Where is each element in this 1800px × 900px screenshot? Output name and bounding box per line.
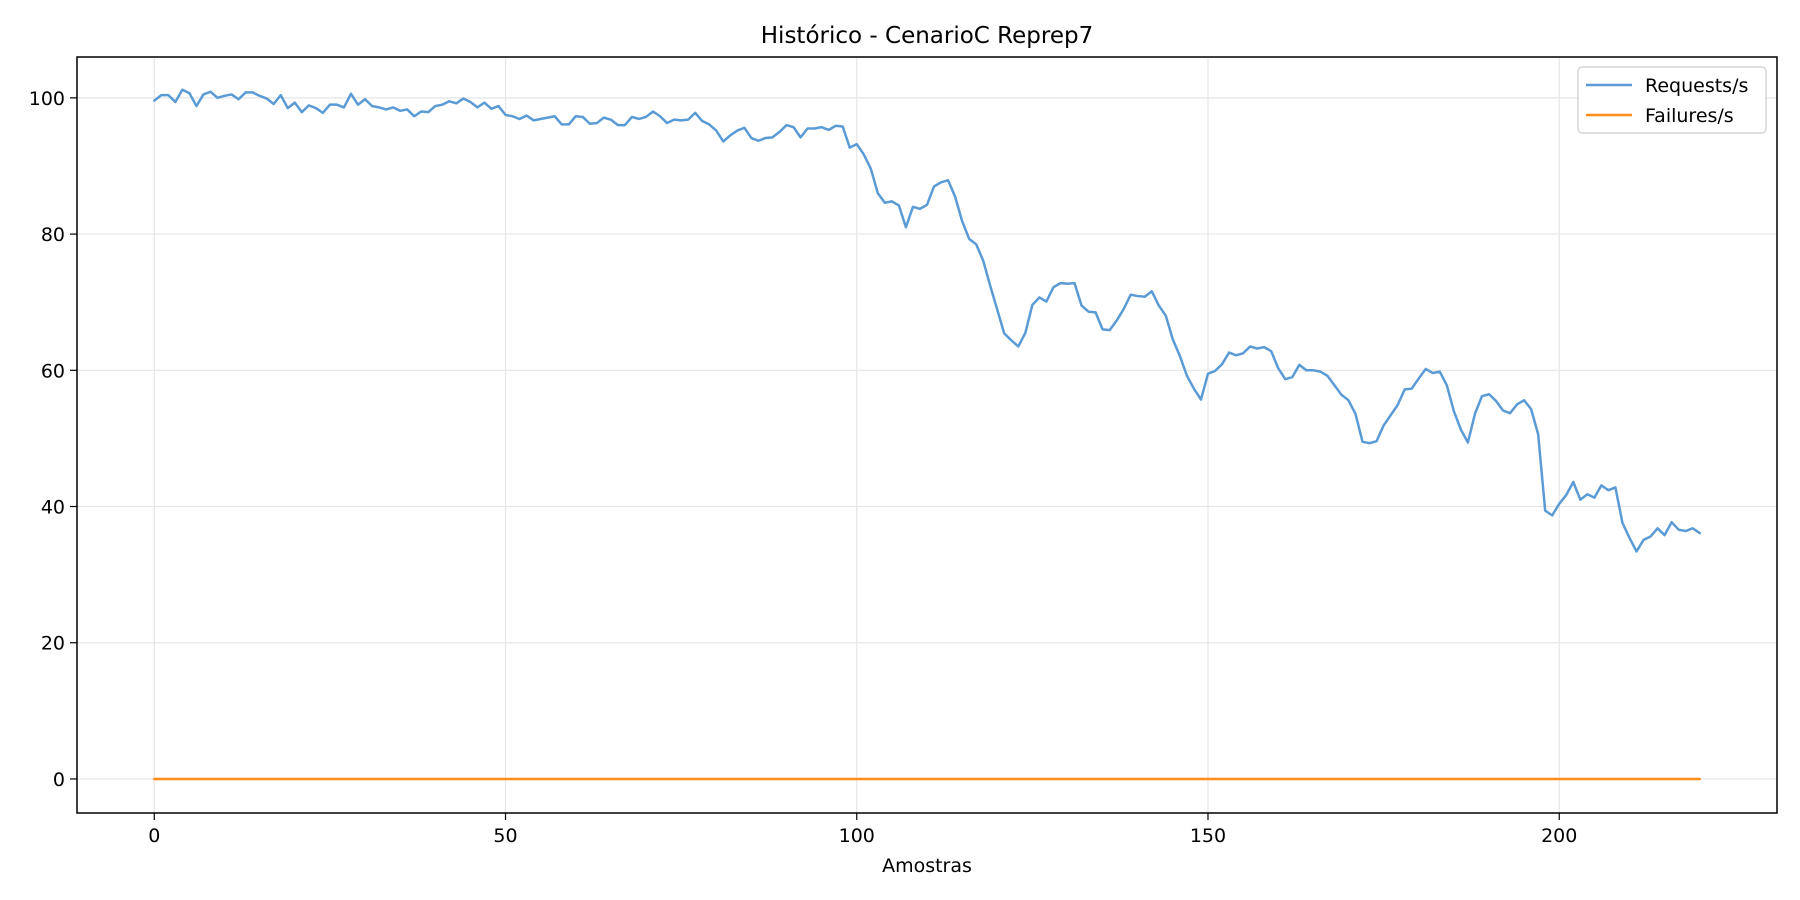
legend: Requests/s Failures/s [1577, 66, 1767, 134]
legend-label-failures: Failures/s [1645, 105, 1734, 127]
y-tick-label-60: 60 [41, 360, 65, 382]
y-tick-label-0: 0 [53, 769, 65, 791]
legend-label-requests: Requests/s [1645, 75, 1748, 97]
x-axis-ticks: 0 50 100 150 200 [148, 813, 1577, 847]
series-line-requests [153, 88, 1701, 553]
y-axis-ticks: 0 20 40 60 80 100 [29, 88, 77, 791]
x-tick-label-150: 150 [1190, 825, 1226, 847]
plot-frame [76, 56, 1778, 814]
x-axis-title: Amostras [882, 855, 972, 877]
x-tick-label-0: 0 [148, 825, 160, 847]
x-tick-label-100: 100 [839, 825, 875, 847]
y-tick-label-100: 100 [29, 88, 65, 110]
y-tick-label-20: 20 [41, 633, 65, 655]
chart-title: Histórico - CenarioC Reprep7 [761, 23, 1093, 49]
x-tick-label-50: 50 [493, 825, 517, 847]
series-lines [153, 88, 1701, 781]
x-tick-label-200: 200 [1541, 825, 1577, 847]
legend-box [1577, 66, 1767, 134]
y-tick-label-80: 80 [41, 224, 65, 246]
y-tick-label-40: 40 [41, 497, 65, 519]
